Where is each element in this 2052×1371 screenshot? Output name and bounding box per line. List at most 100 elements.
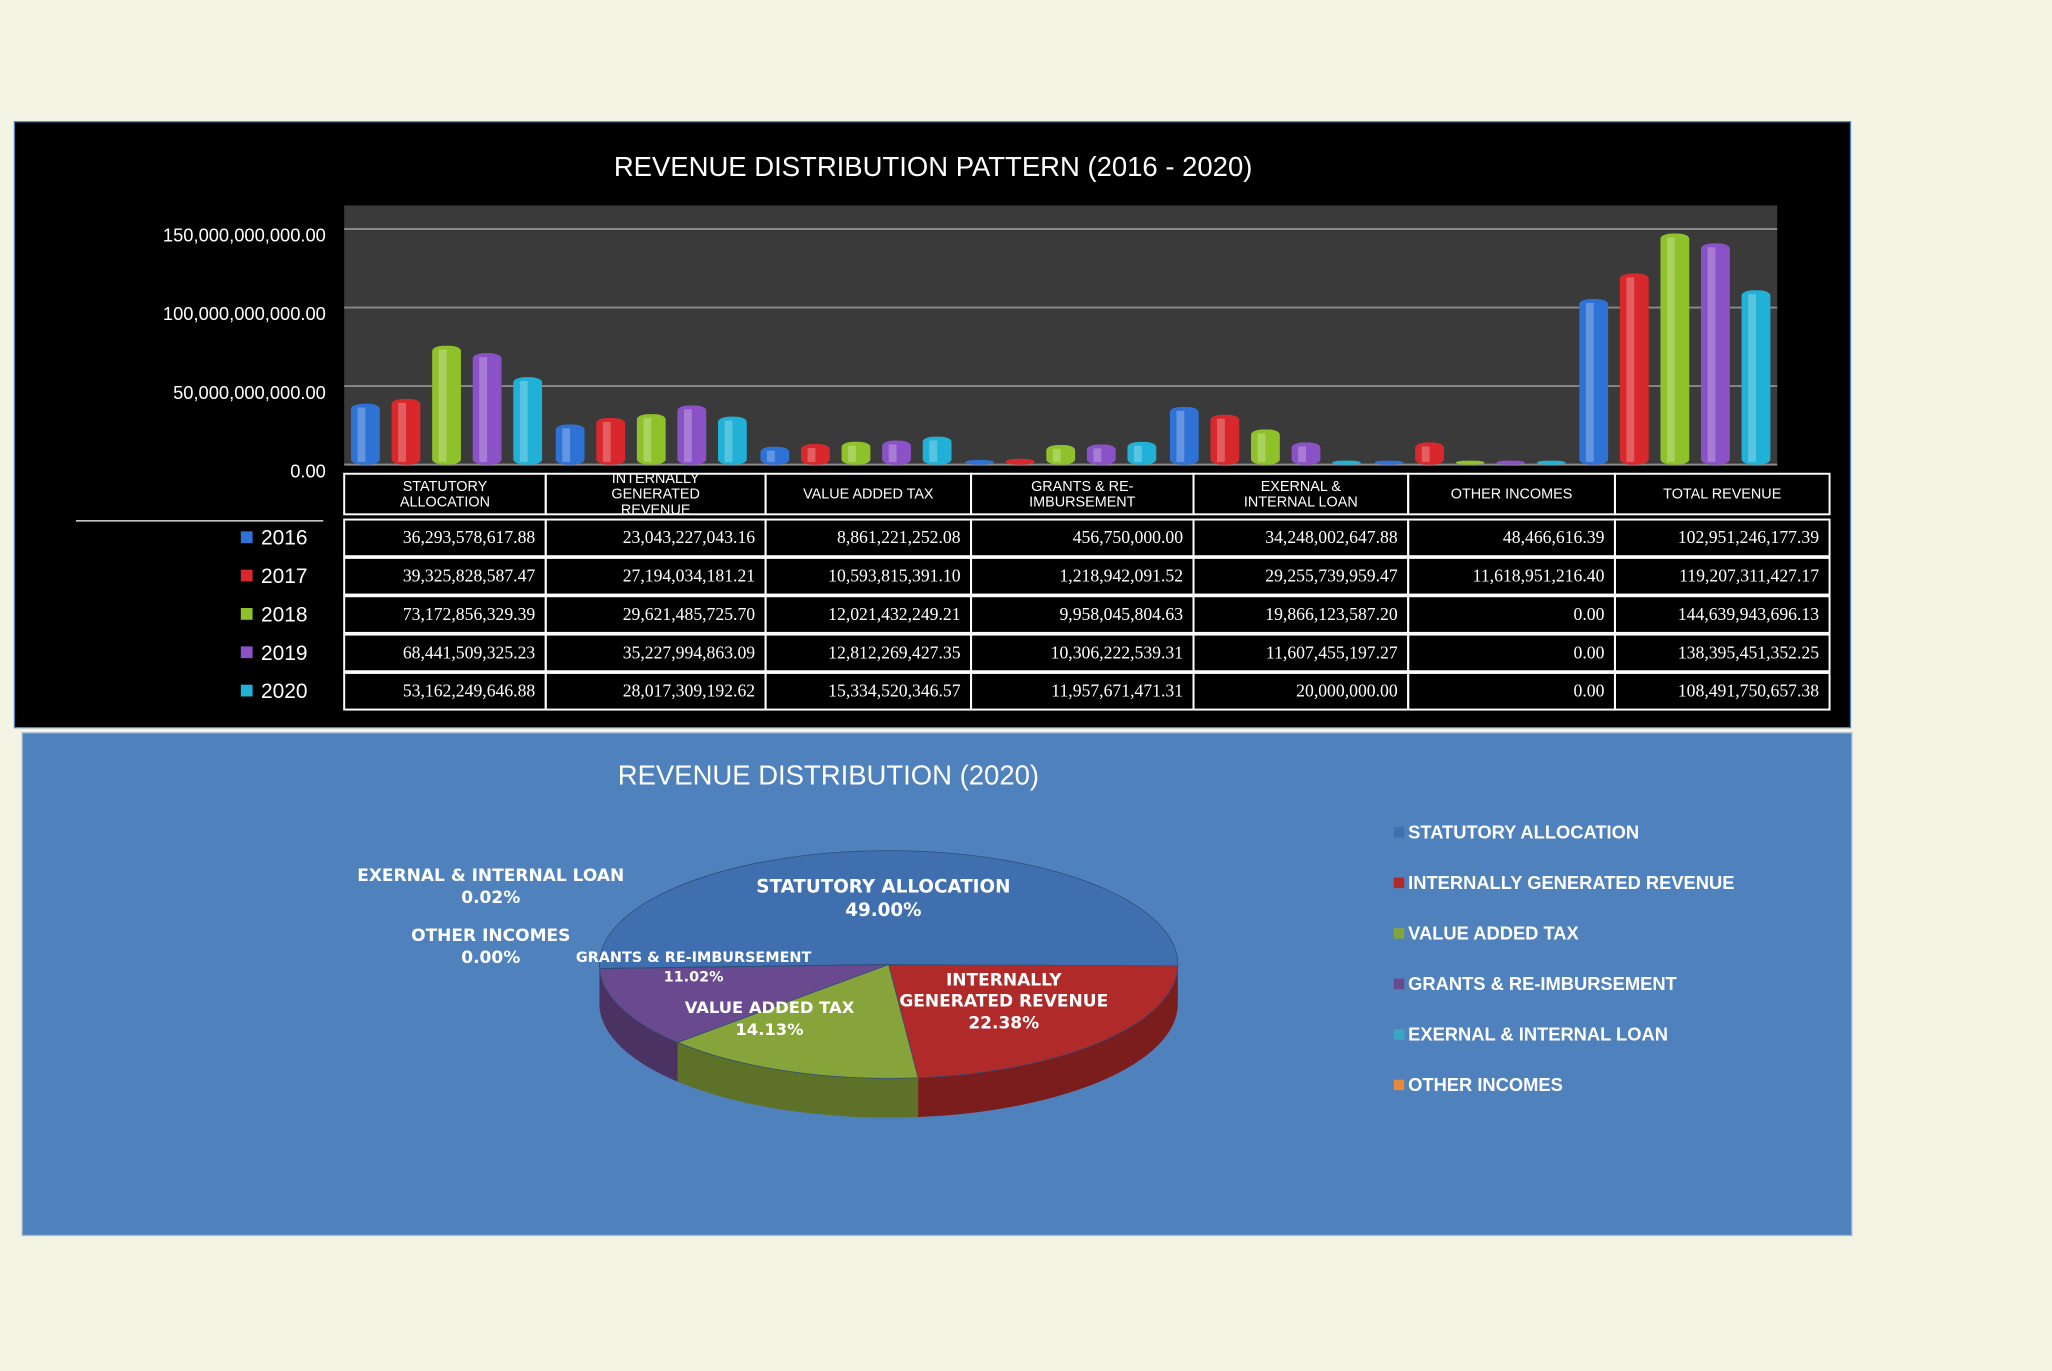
- table-value: 68,441,509,325.23: [403, 642, 536, 662]
- legend-swatch: [1393, 928, 1405, 939]
- table-value: 1,218,942,091.52: [1059, 566, 1183, 586]
- table-header: EXERNAL & INTERNAL LOAN: [1244, 478, 1358, 509]
- bar-shine: [1133, 445, 1142, 462]
- table-cell: [1613, 556, 1831, 596]
- bar: [1291, 442, 1321, 465]
- table-value: 11,618,951,216.40: [1473, 566, 1605, 586]
- bar-shine: [1298, 446, 1306, 462]
- header-label: VALUE ADDED TAX: [803, 486, 934, 502]
- bar-shine: [1707, 247, 1716, 462]
- legend-label: 2017: [261, 565, 308, 588]
- legend-label: 2016: [261, 527, 308, 550]
- bar: [882, 440, 911, 465]
- legend-label: OTHER INCOMES: [1408, 1074, 1563, 1095]
- table-value: 34,248,002,647.88: [1265, 527, 1398, 547]
- table-value: 29,255,739,959.47: [1265, 566, 1398, 586]
- bar-shine: [724, 420, 733, 462]
- bar: [718, 416, 747, 465]
- bar-shine: [1585, 302, 1594, 462]
- bar-shine: [1667, 237, 1675, 462]
- bar-shine: [438, 349, 447, 462]
- table-value: 144,639,943,696.13: [1678, 604, 1819, 624]
- chart-title: REVENUE DISTRIBUTION PATTERN (2016 - 202…: [614, 151, 1253, 182]
- legend-label: STATUTORY ALLOCATION: [1408, 821, 1639, 842]
- table-cell: [1613, 671, 1831, 711]
- bar: [1169, 406, 1199, 465]
- bar-shine: [398, 402, 406, 462]
- table-header-cell: [1613, 472, 1831, 516]
- bar: [1536, 460, 1566, 465]
- pie-side-shade: [599, 968, 678, 1082]
- table-header: STATUTORY ALLOCATION: [399, 478, 491, 510]
- table-cell: [1613, 595, 1831, 634]
- y-tick-label: 100,000,000,000.00: [163, 303, 326, 324]
- legend-label: 2019: [261, 642, 308, 665]
- table-value: 48,466,616.39: [1503, 527, 1605, 547]
- table-value: 73,172,856,329.39: [403, 604, 536, 624]
- chart-group: REVENUE DISTRIBUTION PATTERN (2016 - 202…: [13, 121, 1853, 1237]
- header-label: TOTAL REVENUE: [1663, 486, 1782, 502]
- table-header: OTHER INCOMES: [1450, 486, 1573, 502]
- pie-side: [677, 1042, 919, 1118]
- table-value: 20,000,000.00: [1296, 681, 1398, 701]
- bar-shine: [848, 445, 856, 462]
- bar: [596, 417, 626, 465]
- header-label: STATUTORY ALLOCATION: [399, 478, 491, 510]
- pie-label-value: 0.00%: [461, 948, 521, 969]
- legend-swatch: [1393, 1029, 1405, 1040]
- y-tick-label: 0.00: [290, 460, 326, 481]
- bar: [1741, 290, 1771, 465]
- table-value: 12,021,432,249.21: [828, 604, 960, 624]
- legend-label: 2018: [261, 603, 308, 626]
- bar: [1579, 298, 1609, 465]
- bar: [760, 446, 790, 465]
- bar: [1210, 414, 1240, 465]
- bar: [513, 377, 543, 465]
- bar: [1496, 460, 1526, 465]
- legend-label: INTERNALLY GENERATED REVENUE: [1408, 872, 1734, 893]
- legend-swatch: [240, 684, 253, 697]
- legend-label: 2020: [261, 680, 308, 703]
- bar-shine: [479, 357, 488, 462]
- bar-shine: [807, 447, 816, 462]
- table-value: 11,957,671,471.31: [1051, 681, 1183, 701]
- table-value: 23,043,227,043.16: [623, 527, 756, 547]
- pie-slice: [599, 964, 889, 1043]
- pie-label-value: 11.02%: [663, 968, 724, 986]
- bar-shine: [357, 407, 366, 462]
- legend-swatch: [240, 608, 253, 620]
- header-label: OTHER INCOMES: [1450, 486, 1573, 502]
- bar: [1086, 444, 1116, 465]
- bar-shine: [602, 421, 611, 462]
- bar-shine: [766, 450, 775, 462]
- table-value: 456,750,000.00: [1073, 527, 1184, 547]
- pie-slice: [599, 850, 1179, 969]
- legend-label: EXERNAL & INTERNAL LOAN: [1408, 1024, 1668, 1045]
- table-header: GRANTS & RE-IMBURSEMENT: [1029, 478, 1135, 509]
- table-header: TOTAL REVENUE: [1663, 486, 1782, 502]
- bar: [472, 353, 502, 465]
- legend-swatch: [240, 531, 253, 544]
- table-header: VALUE ADDED TAX: [803, 486, 934, 502]
- bar-shine: [643, 418, 652, 462]
- legend-swatch: [1393, 978, 1405, 990]
- table-value: 8,861,221,252.08: [837, 527, 961, 547]
- plot-area: [344, 205, 1778, 465]
- table-value: 27,194,034,181.21: [623, 566, 755, 586]
- table-value: 53,162,249,646.88: [403, 681, 536, 701]
- pie-label-name: INTERNALLY GENERATED REVENUE: [899, 971, 1109, 1012]
- pie-label-value: 22.38%: [968, 1014, 1040, 1034]
- bar-shine: [929, 440, 938, 462]
- bar-shine: [1257, 433, 1266, 462]
- table-cell: [1613, 518, 1831, 558]
- table-header: INTERNALLY GENERATED REVENUE: [611, 474, 700, 515]
- bar: [1127, 441, 1157, 465]
- pie-label-value: 14.13%: [735, 1018, 804, 1039]
- table-value: 11,607,455,197.27: [1266, 642, 1398, 662]
- table-value: 19,866,123,587.20: [1265, 604, 1398, 624]
- bar: [1332, 460, 1361, 465]
